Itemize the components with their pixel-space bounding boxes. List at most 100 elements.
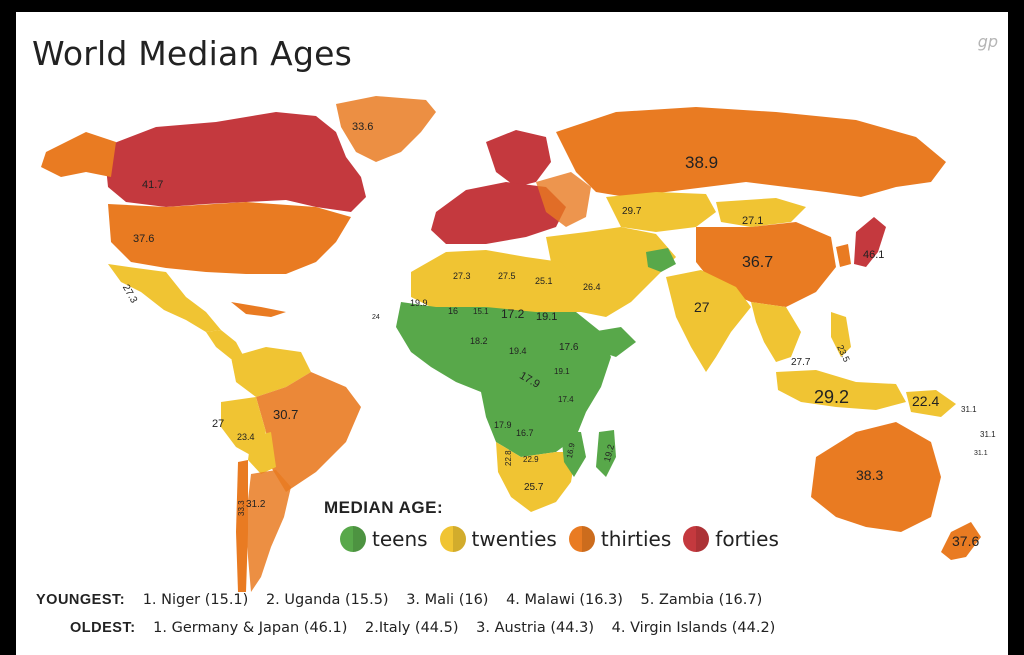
region-korea bbox=[836, 244, 851, 267]
label-philippines: 23.5 bbox=[835, 343, 851, 363]
youngest-item: 1. Niger (15.1) bbox=[142, 592, 249, 608]
label-north-africa-2: 27.5 bbox=[498, 271, 516, 281]
region-southern-africa bbox=[496, 442, 576, 512]
label-australia: 38.3 bbox=[856, 467, 883, 483]
region-kazakhstan bbox=[606, 192, 716, 232]
region-madagascar bbox=[596, 430, 616, 477]
label-nigeria: 18.2 bbox=[470, 336, 488, 346]
region-eastern-europe bbox=[536, 172, 591, 227]
region-philippines bbox=[831, 312, 851, 357]
oldest-item: 2.Italy (44.5) bbox=[365, 620, 459, 636]
label-canada: 41.7 bbox=[142, 179, 163, 191]
label-indonesia: 29.2 bbox=[814, 387, 849, 407]
label-russia: 38.9 bbox=[685, 153, 718, 172]
label-bolivia: 23.4 bbox=[237, 432, 255, 442]
twenties-swatch bbox=[439, 526, 466, 552]
region-colombia-venezuela bbox=[231, 347, 311, 397]
region-chile bbox=[236, 460, 248, 592]
label-namibia: 22.8 bbox=[504, 450, 513, 466]
label-nz: 37.6 bbox=[952, 533, 979, 549]
thirties-swatch bbox=[568, 526, 595, 552]
label-angola: 17.9 bbox=[494, 420, 512, 430]
region-scandinavia bbox=[486, 130, 551, 187]
region-greenland bbox=[336, 96, 436, 162]
region-caribbean bbox=[231, 302, 286, 317]
region-brazil bbox=[256, 372, 361, 492]
youngest-item: 2. Uganda (15.5) bbox=[265, 592, 389, 608]
region-argentina bbox=[246, 470, 291, 592]
label-pacific-1: 31.1 bbox=[961, 405, 977, 414]
label-ethiopia: 17.6 bbox=[559, 342, 579, 353]
legend-label-thirties: thirties bbox=[600, 527, 672, 551]
label-brazil: 30.7 bbox=[273, 407, 298, 422]
oldest-label: OLDEST: bbox=[70, 620, 136, 636]
region-sahel-central-africa bbox=[396, 302, 611, 457]
label-peru: 27 bbox=[212, 418, 224, 430]
oldest-item: 1. Germany & Japan (46.1) bbox=[153, 620, 348, 636]
region-canada bbox=[104, 112, 366, 212]
label-japan: 46.1 bbox=[863, 249, 884, 261]
legend-item-forties: forties bbox=[683, 526, 779, 552]
label-north-africa-1: 27.3 bbox=[453, 271, 471, 281]
label-madagascar: 19.2 bbox=[602, 443, 616, 463]
label-png: 22.4 bbox=[912, 393, 939, 409]
region-afghanistan bbox=[646, 248, 676, 272]
youngest-item: 5. Zambia (16.7) bbox=[640, 592, 763, 608]
label-india: 27 bbox=[694, 299, 710, 315]
label-drc: 17.9 bbox=[517, 370, 542, 391]
region-usa bbox=[108, 202, 351, 274]
gp-logo: gp bbox=[977, 32, 998, 51]
label-zambia: 16.7 bbox=[516, 428, 534, 438]
region-india bbox=[666, 270, 751, 372]
region-mexico bbox=[108, 264, 221, 332]
legend-label-teens: teens bbox=[372, 527, 428, 551]
teens-swatch bbox=[340, 526, 366, 552]
map-title: World Median Ages bbox=[32, 34, 352, 73]
label-egypt: 25.1 bbox=[535, 276, 553, 286]
label-south-africa: 25.7 bbox=[524, 482, 544, 493]
region-png bbox=[906, 390, 956, 417]
oldest-ranking: OLDEST: 1. Germany & Japan (46.1) 2.Ital… bbox=[70, 620, 775, 636]
label-china: 36.7 bbox=[742, 254, 773, 271]
label-kazakhstan: 29.7 bbox=[622, 206, 642, 217]
region-southeast-asia bbox=[751, 302, 801, 362]
region-nz bbox=[941, 522, 981, 560]
legend-items: teens twenties thirties forties bbox=[340, 526, 791, 552]
legend-item-twenties: twenties bbox=[439, 526, 557, 552]
oldest-item: 4. Virgin Islands (44.2) bbox=[611, 620, 776, 636]
region-horn-of-africa bbox=[591, 327, 636, 357]
label-sudan: 19.1 bbox=[536, 311, 557, 323]
region-japan bbox=[854, 217, 886, 267]
map-value-labels: 33.6 41.7 37.6 27.3 38.9 27.1 36.7 46.1 … bbox=[120, 121, 996, 549]
region-australia bbox=[811, 422, 941, 532]
label-pacific-2: 31.1 bbox=[980, 430, 996, 439]
label-chile: 33.3 bbox=[237, 500, 246, 516]
world-map bbox=[41, 96, 981, 592]
youngest-item: 3. Mali (16) bbox=[406, 592, 489, 608]
label-mali: 16 bbox=[448, 306, 458, 316]
region-indonesia bbox=[776, 370, 906, 410]
region-bolivia bbox=[248, 432, 276, 474]
legend-label-twenties: twenties bbox=[471, 527, 557, 551]
label-saudi: 26.4 bbox=[583, 282, 601, 292]
region-russia bbox=[556, 107, 946, 197]
legend-item-thirties: thirties bbox=[568, 526, 672, 552]
label-car: 19.4 bbox=[509, 346, 527, 356]
label-usa: 37.6 bbox=[133, 233, 154, 245]
label-mozambique: 16.9 bbox=[565, 442, 577, 459]
label-mauritania: 19.9 bbox=[410, 298, 428, 308]
region-mozambique bbox=[561, 432, 586, 477]
legend-item-teens: teens bbox=[340, 526, 428, 552]
map-frame: World Median Ages gp bbox=[16, 12, 1008, 655]
legend-title: MEDIAN AGE: bbox=[324, 498, 444, 517]
region-western-europe bbox=[431, 182, 566, 244]
youngest-ranking: YOUNGEST: 1. Niger (15.1) 2. Uganda (15.… bbox=[36, 592, 762, 608]
label-greenland: 33.6 bbox=[352, 121, 373, 133]
label-mongolia: 27.1 bbox=[742, 215, 763, 227]
label-argentina: 31.2 bbox=[246, 499, 266, 510]
region-central-america bbox=[206, 330, 244, 359]
label-chad: 17.2 bbox=[501, 307, 525, 321]
region-north-africa bbox=[411, 250, 591, 312]
youngest-label: YOUNGEST: bbox=[36, 592, 126, 608]
youngest-item: 4. Malawi (16.3) bbox=[506, 592, 623, 608]
